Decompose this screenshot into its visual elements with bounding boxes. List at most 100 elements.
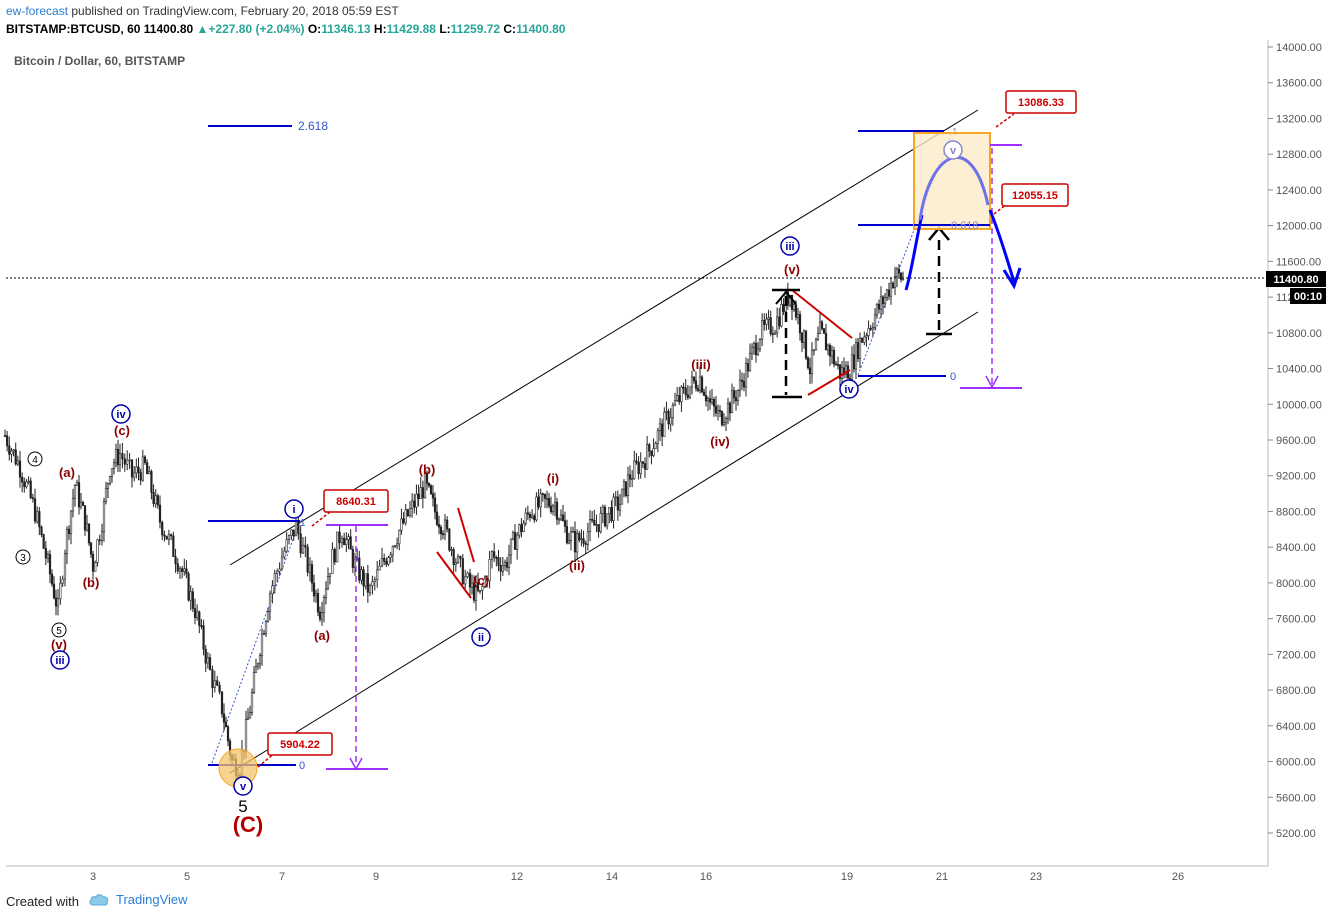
close-label: C: xyxy=(503,22,517,36)
wave-black-5: 5 xyxy=(56,626,62,637)
candle-body xyxy=(865,335,868,338)
candle-body xyxy=(191,591,194,609)
candle-body xyxy=(724,418,728,424)
candle-body xyxy=(421,487,424,499)
candle-body xyxy=(271,585,274,595)
time-axis[interactable]: 3 5 7 9 12 14 16 19 21 23 26 xyxy=(90,871,1184,883)
candle-body xyxy=(567,539,571,544)
wave-blue-i: i xyxy=(292,504,295,516)
candle-body xyxy=(172,535,175,557)
candle-body xyxy=(400,518,403,531)
candle-body xyxy=(669,417,672,425)
candle-body xyxy=(347,536,350,541)
candle-body xyxy=(887,289,891,297)
candle-body xyxy=(765,318,768,325)
candle-body xyxy=(614,496,617,499)
candle-body xyxy=(456,556,460,563)
fib-label-left-0: 0 xyxy=(299,760,305,772)
candle-body xyxy=(415,493,418,508)
symbol: BITSTAMP:BTCUSD, 60 xyxy=(6,22,141,36)
wave-gray-v: v xyxy=(950,145,957,157)
candle-body xyxy=(193,608,197,618)
candle-body xyxy=(481,586,484,591)
candle-body xyxy=(810,349,814,375)
candle-body xyxy=(31,497,34,500)
candle-body xyxy=(802,330,806,343)
candle-body xyxy=(378,565,381,571)
candle-body xyxy=(526,512,529,515)
candle-body xyxy=(742,381,746,388)
candle-body xyxy=(87,523,91,544)
candle-body xyxy=(174,556,177,565)
candle-body xyxy=(702,391,706,396)
triangle-upper xyxy=(791,289,853,339)
candle-body xyxy=(38,511,41,528)
candle-body xyxy=(524,512,527,524)
trendline-red-1 xyxy=(436,551,472,599)
candle-body xyxy=(266,611,270,622)
candle-body xyxy=(656,430,659,444)
candle-body xyxy=(16,460,19,465)
candle-body xyxy=(59,582,62,600)
candle-body xyxy=(224,721,228,728)
callout-8640[interactable]: 8640.31 xyxy=(311,489,389,527)
candle-body xyxy=(661,423,664,437)
x-tick-label: 19 xyxy=(841,871,853,883)
candle-body xyxy=(441,533,445,536)
callout-12055[interactable]: 12055.15 xyxy=(993,183,1069,215)
callout-13086-text: 13086.33 xyxy=(1018,97,1064,109)
candle-body xyxy=(750,346,754,354)
candle-body xyxy=(150,471,153,493)
candle-body xyxy=(593,519,596,526)
candle-body xyxy=(29,480,32,498)
y-tick-label: 5200.00 xyxy=(1276,828,1316,840)
candle-body xyxy=(883,297,887,305)
tradingview-link[interactable]: TradingView xyxy=(88,892,188,907)
candle-body xyxy=(692,376,696,382)
candle-body xyxy=(676,395,679,401)
candle-body xyxy=(736,390,740,402)
candle-body xyxy=(206,657,209,664)
callout-13086[interactable]: 13086.33 xyxy=(995,90,1077,128)
candle-body xyxy=(776,316,779,334)
candle-body xyxy=(838,364,842,379)
candle-body xyxy=(885,289,889,298)
callout-5904[interactable]: 5904.22 xyxy=(257,732,333,768)
candle-body xyxy=(106,483,110,489)
candle-body xyxy=(856,342,860,359)
candle-body xyxy=(431,493,435,499)
candle-body xyxy=(505,561,509,568)
candle-body xyxy=(419,487,422,499)
price-chart[interactable]: Bitcoin / Dollar, 60, BITSTAMP 5200.0056… xyxy=(0,40,1332,884)
candle-body xyxy=(373,579,376,583)
candle-body xyxy=(435,511,439,525)
candle-body xyxy=(213,680,216,688)
candle-body xyxy=(128,459,131,462)
candle-body xyxy=(268,593,272,612)
candle-body xyxy=(533,515,536,521)
author-link[interactable]: ew-forecast xyxy=(6,4,69,18)
candle-body xyxy=(408,507,412,516)
y-tick-label: 9600.00 xyxy=(1276,435,1316,447)
candle-body xyxy=(678,395,681,403)
wave-red-iii: (iii) xyxy=(691,357,711,372)
candle-body xyxy=(130,459,134,478)
candle-body xyxy=(522,522,525,532)
candle-body xyxy=(563,520,567,527)
candle-body xyxy=(486,578,489,581)
candle-body xyxy=(256,663,260,667)
candle-body xyxy=(116,449,120,466)
candle-body xyxy=(437,524,441,528)
candle-body xyxy=(185,568,188,575)
candle-body xyxy=(83,505,87,531)
candle-body xyxy=(690,376,694,388)
candle-body xyxy=(246,717,250,720)
candle-body xyxy=(202,625,205,650)
x-tick-label: 5 xyxy=(184,871,190,883)
wave-red-b2: (b) xyxy=(419,462,436,477)
candle-body xyxy=(91,553,95,572)
candle-body xyxy=(196,611,199,618)
candle-body xyxy=(612,496,615,521)
candle-body xyxy=(867,328,870,336)
price-axis[interactable]: 5200.00 5600.00 6000.00 6400.00 6800.00 7200.… xyxy=(1268,42,1322,840)
